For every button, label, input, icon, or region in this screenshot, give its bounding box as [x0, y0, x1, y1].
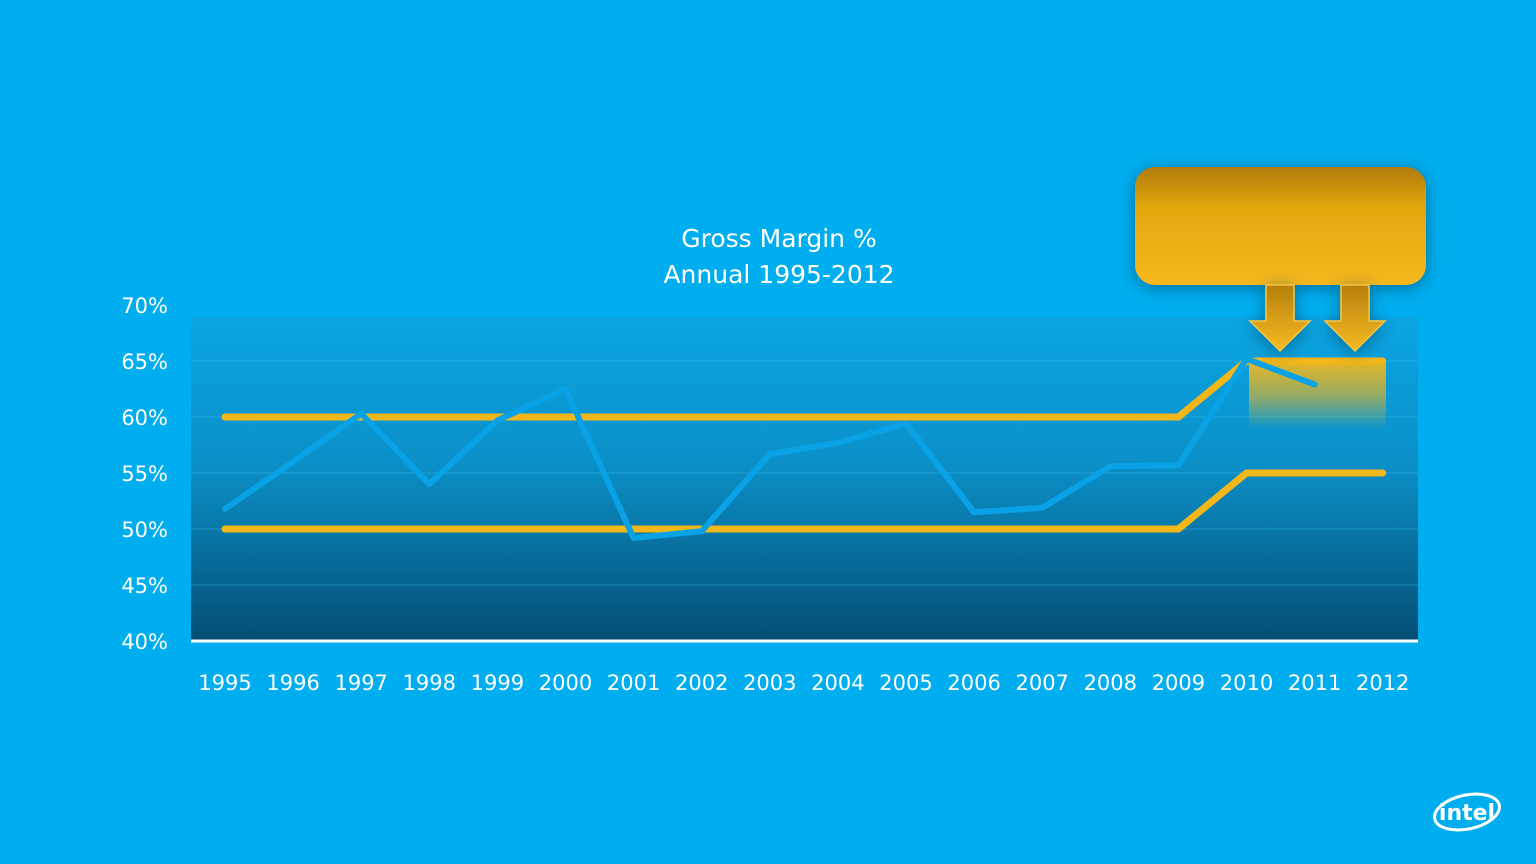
- series-lines: [221, 355, 1387, 541]
- chart-subtitle: Annual 1995-2012: [663, 260, 894, 289]
- svg-text:intel: intel: [1439, 801, 1495, 826]
- x-tick-label: 1999: [471, 671, 524, 695]
- plot-area: [191, 317, 1418, 641]
- chart-title: Gross Margin %: [681, 224, 876, 253]
- callout-box: [1135, 167, 1426, 285]
- intel-logo: intel: [1433, 792, 1501, 832]
- x-tick-label: 2005: [879, 671, 932, 695]
- x-tick-label: 2000: [539, 671, 592, 695]
- x-tick-label: 2003: [743, 671, 796, 695]
- x-tick-label: 2010: [1220, 671, 1273, 695]
- down-arrow-icon: [1248, 284, 1312, 353]
- y-tick-label: 55%: [121, 462, 168, 486]
- x-tick-label: 1997: [334, 671, 387, 695]
- series-line-actual: [222, 355, 1318, 541]
- x-tick-label: 2009: [1152, 671, 1205, 695]
- y-tick-label: 45%: [121, 574, 168, 598]
- x-tick-label: 2007: [1015, 671, 1068, 695]
- x-tick-label: 2004: [811, 671, 864, 695]
- y-tick-label: 50%: [121, 518, 168, 542]
- highlight-band: [1249, 361, 1386, 429]
- x-tick-label: 2011: [1288, 671, 1341, 695]
- x-tick-label: 2008: [1084, 671, 1137, 695]
- x-tick-label: 1998: [403, 671, 456, 695]
- x-tick-label: 2002: [675, 671, 728, 695]
- y-axis-ticks: 40% 45% 50% 55% 60% 65% 70%: [121, 294, 168, 654]
- y-tick-label: 40%: [121, 630, 168, 654]
- x-tick-label: 2012: [1356, 671, 1409, 695]
- x-tick-label: 1996: [266, 671, 319, 695]
- y-tick-label: 70%: [121, 294, 168, 318]
- x-tick-label: 2006: [947, 671, 1000, 695]
- y-tick-label: 60%: [121, 406, 168, 430]
- series-line-band: [221, 357, 1387, 421]
- x-tick-label: 2001: [607, 671, 660, 695]
- series-line-band: [221, 469, 1387, 533]
- x-tick-label: 1995: [198, 671, 251, 695]
- down-arrow-icon: [1323, 284, 1387, 353]
- y-tick-label: 65%: [121, 350, 168, 374]
- x-axis-ticks: 1995 1996 1997 1998 1999 2000 2001 2002 2003 2004…: [198, 671, 1409, 695]
